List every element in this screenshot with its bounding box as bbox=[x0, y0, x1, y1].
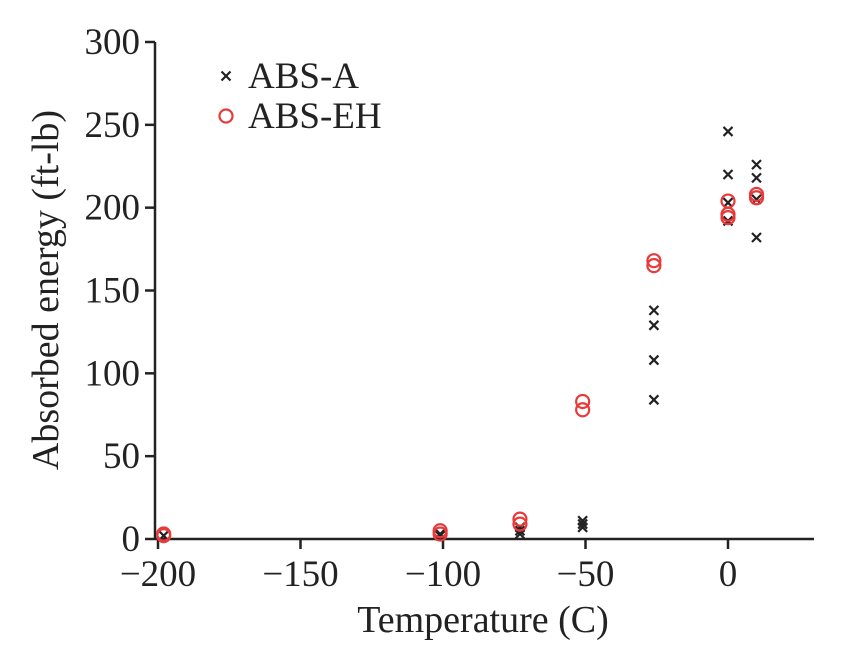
abs-eh-point bbox=[646, 253, 662, 269]
abs-eh-point bbox=[156, 526, 172, 542]
tick-marks bbox=[145, 40, 730, 549]
legend-marker-abs-a bbox=[220, 70, 232, 82]
abs-eh-point bbox=[575, 393, 591, 410]
x-tick-label: −200 bbox=[120, 554, 196, 595]
y-tick-label: 300 bbox=[85, 22, 141, 63]
abs-eh-point bbox=[748, 186, 765, 203]
legend-marker-abs-eh bbox=[218, 108, 234, 124]
abs-eh-point bbox=[432, 523, 448, 539]
abs-a-point bbox=[577, 515, 588, 527]
abs-a-point bbox=[751, 232, 762, 243]
y-tick-label: 250 bbox=[85, 105, 141, 146]
abs-eh-point bbox=[720, 193, 736, 209]
abs-eh-point bbox=[646, 258, 662, 274]
x-axis-title: Temperature (C) bbox=[357, 599, 609, 641]
abs-eh-point bbox=[512, 511, 528, 527]
x-tick-label: −50 bbox=[557, 554, 615, 595]
y-tick-label: 200 bbox=[85, 188, 141, 229]
legend-label-abs-a: ABS-A bbox=[248, 56, 359, 97]
y-axis-title: Absorbed energy (ft-lb) bbox=[25, 110, 67, 470]
data-points bbox=[156, 126, 765, 544]
abs-a-point bbox=[648, 354, 660, 366]
x-tick-label: −150 bbox=[262, 554, 338, 595]
y-tick-label: 150 bbox=[85, 271, 141, 312]
x-tick-label: 0 bbox=[719, 554, 738, 595]
tick-labels: −200 −150 −100 −50 0 0 50 100 150 200 250 300 bbox=[85, 22, 738, 595]
abs-a-point bbox=[577, 518, 588, 530]
abs-a-point bbox=[722, 126, 734, 137]
abs-a-point bbox=[751, 172, 762, 184]
y-tick-label: 0 bbox=[122, 519, 141, 560]
legend-label-abs-eh: ABS-EH bbox=[248, 96, 382, 137]
x-tick-label: −100 bbox=[405, 554, 481, 595]
abs-a-point bbox=[648, 394, 660, 406]
abs-a-point bbox=[648, 320, 660, 331]
y-tick-label: 100 bbox=[85, 353, 141, 394]
y-tick-label: 50 bbox=[103, 436, 140, 477]
abs-eh-point bbox=[512, 516, 528, 532]
abs-a-point bbox=[648, 305, 660, 316]
abs-a-point bbox=[722, 169, 734, 180]
abs-eh-point bbox=[575, 402, 591, 418]
abs-a-point bbox=[751, 159, 762, 170]
